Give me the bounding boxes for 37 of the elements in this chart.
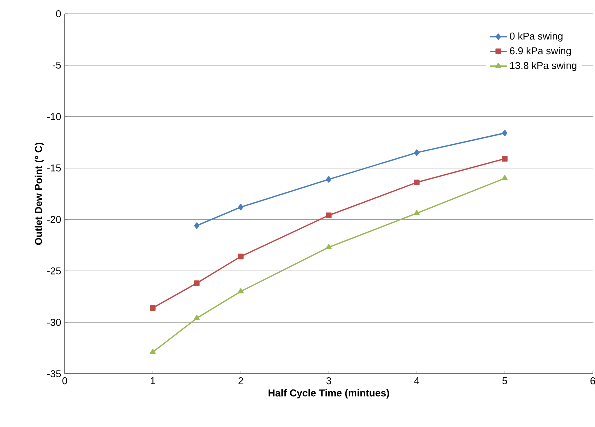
point	[194, 222, 200, 230]
point	[194, 280, 200, 286]
y-tick-label: -20	[48, 216, 62, 224]
x-tick-label: 5	[502, 378, 508, 384]
y-tick-label: -25	[48, 268, 62, 275]
y-axis-title: Outlet Dew Point (° C)	[34, 142, 44, 246]
x-tick-label: 3	[326, 378, 332, 385]
point	[150, 305, 156, 312]
point	[150, 349, 156, 354]
point	[238, 204, 244, 211]
y-tick-label: -35	[48, 370, 62, 378]
x-tick-label: 0	[62, 378, 68, 385]
point	[414, 210, 420, 216]
point	[502, 130, 508, 137]
point	[194, 315, 200, 320]
x-tick-label: 1	[150, 378, 156, 384]
point	[414, 150, 420, 156]
x-axis-title: Half Cycle Time (mintues)	[268, 389, 390, 399]
y-tick-label: -30	[48, 319, 62, 326]
legend-label: 0 kPa swing	[510, 32, 563, 42]
legend-label: 6.9 kPa swing	[510, 47, 572, 57]
y-tick-label: -10	[48, 113, 62, 120]
point	[326, 176, 332, 183]
point	[238, 288, 244, 294]
point	[414, 180, 420, 186]
x-tick-label: 4	[414, 378, 420, 384]
point	[326, 244, 332, 250]
x-tick-label: 2	[238, 378, 244, 384]
point	[238, 254, 244, 260]
legend-label: 13.8 kPa swing	[510, 62, 577, 72]
point	[326, 212, 332, 218]
point	[502, 175, 508, 181]
x-tick-label: 6	[590, 378, 595, 385]
y-tick-label: 0	[56, 10, 62, 18]
y-tick-label: -5	[53, 62, 62, 69]
point	[502, 156, 508, 162]
y-tick-label: -15	[48, 164, 62, 172]
